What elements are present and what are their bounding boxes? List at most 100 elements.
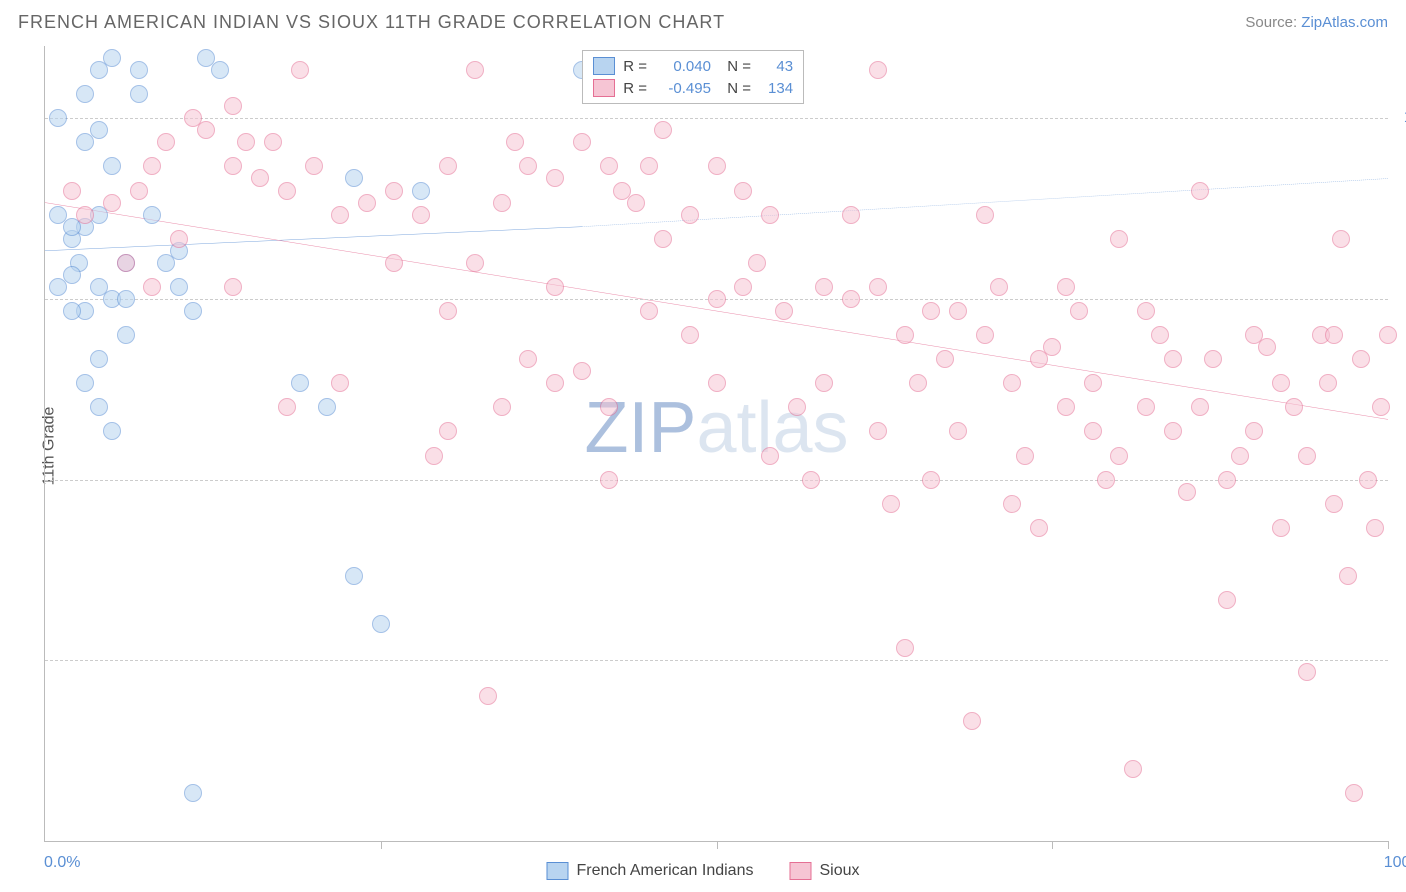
scatter-point-sioux [922, 302, 940, 320]
legend-n-label: N = [719, 58, 751, 75]
scatter-point-sioux [573, 362, 591, 380]
scatter-point-french [63, 302, 81, 320]
legend-swatch-sioux [593, 79, 615, 97]
scatter-point-sioux [761, 206, 779, 224]
scatter-point-sioux [734, 182, 752, 200]
scatter-point-sioux [224, 97, 242, 115]
scatter-point-sioux [1070, 302, 1088, 320]
scatter-point-sioux [1325, 326, 1343, 344]
scatter-point-sioux [882, 495, 900, 513]
scatter-point-sioux [1359, 471, 1377, 489]
scatter-point-sioux [251, 169, 269, 187]
scatter-point-sioux [358, 194, 376, 212]
source-link[interactable]: ZipAtlas.com [1301, 14, 1388, 31]
scatter-point-french [49, 278, 67, 296]
scatter-point-sioux [1084, 374, 1102, 392]
scatter-point-sioux [1137, 398, 1155, 416]
y-tick-label: 92.5% [1398, 290, 1406, 308]
scatter-point-french [372, 615, 390, 633]
scatter-point-sioux [708, 290, 726, 308]
scatter-point-sioux [439, 157, 457, 175]
scatter-point-sioux [1204, 350, 1222, 368]
scatter-point-sioux [1325, 495, 1343, 513]
x-axis-min-label: 0.0% [44, 854, 80, 872]
scatter-point-sioux [815, 278, 833, 296]
scatter-point-sioux [170, 230, 188, 248]
scatter-point-sioux [1030, 350, 1048, 368]
scatter-point-sioux [815, 374, 833, 392]
scatter-point-sioux [1164, 350, 1182, 368]
scatter-point-sioux [869, 278, 887, 296]
scatter-point-french [318, 398, 336, 416]
scatter-point-french [117, 326, 135, 344]
x-tick [381, 841, 382, 849]
legend-r-label: R = [623, 80, 647, 97]
scatter-point-sioux [963, 712, 981, 730]
scatter-point-sioux [1084, 422, 1102, 440]
scatter-point-sioux [681, 206, 699, 224]
scatter-point-sioux [949, 302, 967, 320]
scatter-point-sioux [479, 687, 497, 705]
scatter-point-sioux [237, 133, 255, 151]
scatter-point-french [184, 302, 202, 320]
scatter-point-sioux [224, 278, 242, 296]
scatter-point-sioux [506, 133, 524, 151]
scatter-point-sioux [976, 206, 994, 224]
scatter-point-french [103, 49, 121, 67]
scatter-point-sioux [1319, 374, 1337, 392]
scatter-point-sioux [439, 302, 457, 320]
bottom-legend-label: French American Indians [576, 862, 753, 880]
scatter-point-sioux [1218, 591, 1236, 609]
scatter-point-sioux [1057, 398, 1075, 416]
scatter-point-sioux [519, 350, 537, 368]
scatter-point-sioux [708, 374, 726, 392]
scatter-point-sioux [1332, 230, 1350, 248]
scatter-point-sioux [466, 61, 484, 79]
scatter-point-sioux [922, 471, 940, 489]
scatter-point-sioux [1372, 398, 1390, 416]
scatter-point-sioux [869, 422, 887, 440]
scatter-point-french [345, 169, 363, 187]
scatter-point-sioux [627, 194, 645, 212]
scatter-point-sioux [1231, 447, 1249, 465]
scatter-point-sioux [909, 374, 927, 392]
scatter-point-sioux [1258, 338, 1276, 356]
scatter-point-sioux [1110, 447, 1128, 465]
scatter-point-sioux [493, 194, 511, 212]
scatter-point-french [90, 398, 108, 416]
scatter-point-sioux [1285, 398, 1303, 416]
scatter-point-sioux [103, 194, 121, 212]
scatter-point-sioux [640, 302, 658, 320]
scatter-point-sioux [1003, 374, 1021, 392]
scatter-point-sioux [1016, 447, 1034, 465]
scatter-point-sioux [117, 254, 135, 272]
scatter-point-sioux [1245, 422, 1263, 440]
scatter-point-sioux [546, 169, 564, 187]
scatter-point-sioux [1272, 519, 1290, 537]
scatter-point-sioux [748, 254, 766, 272]
scatter-point-sioux [640, 157, 658, 175]
source-line: Source: ZipAtlas.com [1245, 14, 1388, 31]
legend-n-label: N = [719, 80, 751, 97]
legend-n-value: 43 [759, 58, 793, 75]
scatter-point-sioux [63, 182, 81, 200]
bottom-legend-label: Sioux [819, 862, 859, 880]
y-tick-label: 85.0% [1398, 471, 1406, 489]
scatter-point-sioux [1178, 483, 1196, 501]
scatter-point-sioux [76, 206, 94, 224]
legend-swatch-french [546, 862, 568, 880]
scatter-point-sioux [1003, 495, 1021, 513]
scatter-point-sioux [1030, 519, 1048, 537]
scatter-point-sioux [654, 121, 672, 139]
scatter-point-sioux [1379, 326, 1397, 344]
scatter-point-sioux [157, 133, 175, 151]
scatter-point-sioux [734, 278, 752, 296]
trendline-french [45, 227, 582, 251]
scatter-point-french [117, 290, 135, 308]
legend-r-label: R = [623, 58, 647, 75]
scatter-point-sioux [1110, 230, 1128, 248]
scatter-point-sioux [600, 471, 618, 489]
scatter-point-sioux [1164, 422, 1182, 440]
scatter-point-french [76, 85, 94, 103]
scatter-point-sioux [1137, 302, 1155, 320]
